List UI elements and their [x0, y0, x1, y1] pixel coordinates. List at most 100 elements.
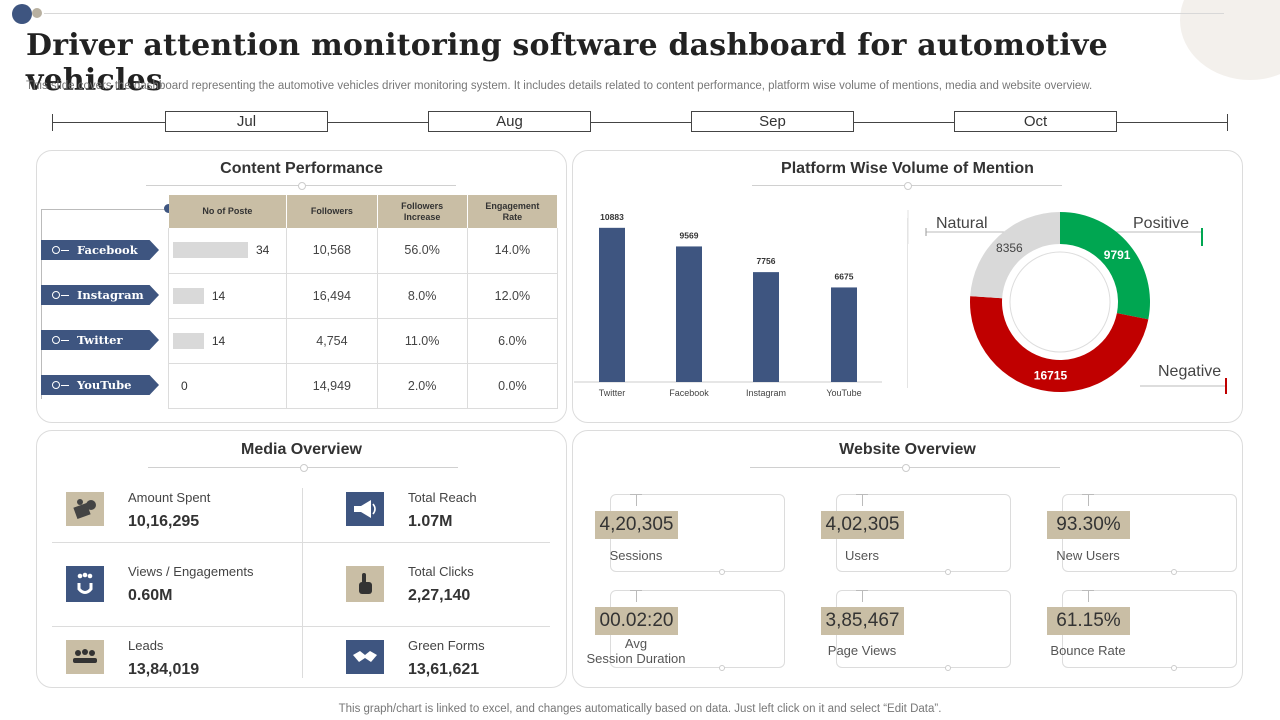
- page-views-card-tick-h: [856, 590, 868, 591]
- posts-bar: [173, 242, 248, 259]
- session-duration-card-tick: [636, 590, 637, 602]
- page-views-card-dot: [945, 665, 951, 671]
- top-divider: [44, 13, 1224, 14]
- users-value: 4,02,305: [821, 511, 904, 539]
- timeline-start-cap: [52, 114, 53, 131]
- posts-value: 14: [211, 333, 226, 348]
- media-label-total-reach: Total Reach: [408, 490, 477, 505]
- decor-dot-large: [12, 4, 32, 24]
- footer-note: This graph/chart is linked to excel, and…: [338, 703, 942, 715]
- session-duration-value: 00.02:20: [595, 607, 678, 635]
- new-users-value: 93.30%: [1047, 511, 1130, 539]
- posts-cell: 34: [167, 228, 288, 274]
- content-performance-table: No of Poste Followers Followers Increase…: [167, 195, 559, 409]
- media-overview-underline: [148, 464, 458, 472]
- timeline-end-cap: [1227, 114, 1228, 131]
- platform-mentions-underline: [752, 182, 1062, 190]
- increase-cell: 11.0%: [377, 318, 468, 364]
- header-followers-increase: Followers Increase: [377, 195, 468, 228]
- page-views-label: Page Views: [827, 643, 897, 658]
- legend-negative: Negative: [1158, 363, 1221, 380]
- table-row: 34 10,568 56.0% 14.0%: [167, 228, 559, 274]
- bar-category-label: YouTube: [826, 388, 861, 398]
- sessions-card-tick: [636, 494, 637, 506]
- platform-tag-youtube: YouTube: [41, 375, 159, 395]
- new-users-label: New Users: [1056, 548, 1120, 563]
- content-performance-underline: [146, 182, 456, 190]
- bar-facebook: [676, 246, 702, 382]
- month-tab-aug[interactable]: Aug: [428, 111, 591, 132]
- increase-cell: 8.0%: [377, 273, 468, 319]
- sessions-value: 4,20,305: [595, 511, 678, 539]
- sessions-card-dot: [719, 569, 725, 575]
- platform-bracket-horizontal: [41, 209, 169, 210]
- page-views-card-tick: [862, 590, 863, 602]
- platform-mentions-title: Platform Wise Volume of Mention: [781, 160, 1034, 177]
- bar-value-label: 6675: [835, 271, 854, 281]
- new-users-card-tick: [1088, 494, 1089, 506]
- header-engagement-rate: Engagement Rate: [467, 195, 559, 228]
- page-subtitle: This slide covers the dashboard represen…: [26, 80, 1093, 92]
- table-row: 14 16,494 8.0% 12.0%: [167, 273, 559, 319]
- donut-slice-positive: [1060, 212, 1150, 320]
- bar-category-label: Twitter: [599, 388, 626, 398]
- media-overview-title: Media Overview: [241, 441, 362, 458]
- media-value-total-clicks: 2,27,140: [408, 587, 471, 604]
- money-icon: [66, 492, 104, 526]
- media-value-total-reach: 1.07M: [408, 513, 453, 530]
- table-row: 0 14,949 2.0% 0.0%: [167, 363, 559, 409]
- posts-value: 0: [181, 378, 188, 393]
- bar-instagram: [753, 272, 779, 382]
- mentions-bar-chart: 10883 Twitter 9569 Facebook 7756 Instagram 667…: [574, 212, 882, 398]
- pointer-hand-icon: [346, 566, 384, 602]
- posts-value: 34: [256, 243, 270, 258]
- website-overview-panel: [572, 430, 1243, 688]
- legend-positive: Positive: [1133, 215, 1189, 232]
- session-duration-card-dot: [719, 665, 725, 671]
- table-row: 14 4,754 11.0% 6.0%: [167, 318, 559, 364]
- bounce-rate-value: 61.15%: [1047, 607, 1130, 635]
- megaphone-icon: [346, 492, 384, 526]
- sessions-label: Sessions: [609, 548, 663, 563]
- media-value-green-forms: 13,61,621: [408, 661, 480, 678]
- donut-slice-natural: [970, 212, 1060, 299]
- media-label-amount-spent: Amount Spent: [128, 490, 211, 505]
- donut-value-label: 8356: [996, 241, 1023, 255]
- donut-value-label: 16715: [1034, 368, 1068, 382]
- users-label: Users: [845, 548, 879, 563]
- bar-value-label: 9569: [680, 230, 699, 240]
- new-users-card-tick-h: [1082, 494, 1094, 495]
- month-tab-sep[interactable]: Sep: [691, 111, 854, 132]
- posts-bar: [173, 287, 204, 304]
- media-label-total-clicks: Total Clicks: [408, 564, 474, 579]
- bounce-rate-card-tick: [1088, 590, 1089, 602]
- posts-bar: [173, 332, 204, 349]
- platform-tag-facebook: Facebook: [41, 240, 159, 260]
- users-card-dot: [945, 569, 951, 575]
- users-card-tick: [862, 494, 863, 506]
- bounce-rate-card-dot: [1171, 665, 1177, 671]
- leads-icon: [66, 640, 104, 674]
- page-views-value: 3,85,467: [821, 607, 904, 635]
- engagement-cell: 12.0%: [467, 273, 559, 319]
- website-overview-title: Website Overview: [839, 441, 976, 458]
- media-value-views-engagements: 0.60M: [128, 587, 173, 604]
- month-tab-jul[interactable]: Jul: [165, 111, 328, 132]
- decor-dot-small: [32, 8, 42, 18]
- session-duration-card-tick-h: [630, 590, 642, 591]
- donut-value-label: 9791: [1104, 248, 1131, 262]
- engagement-cell: 6.0%: [467, 318, 559, 364]
- website-overview-underline: [750, 464, 1060, 472]
- followers-cell: 16,494: [286, 273, 378, 319]
- header-posts: No of Poste: [168, 195, 288, 228]
- content-performance-title: Content Performance: [220, 160, 383, 177]
- sentiment-donut-chart: 9791 16715 8356 Natural Positive Negative: [907, 210, 1227, 394]
- media-value-amount-spent: 10,16,295: [128, 513, 200, 530]
- header-followers: Followers: [286, 195, 378, 228]
- posts-cell: 0: [167, 363, 288, 409]
- bounce-rate-card-tick-h: [1082, 590, 1094, 591]
- page-title: Driver attention monitoring software das…: [26, 28, 1108, 98]
- posts-cell: 14: [167, 273, 288, 319]
- month-tab-oct[interactable]: Oct: [954, 111, 1117, 132]
- bar-category-label: Instagram: [746, 388, 786, 398]
